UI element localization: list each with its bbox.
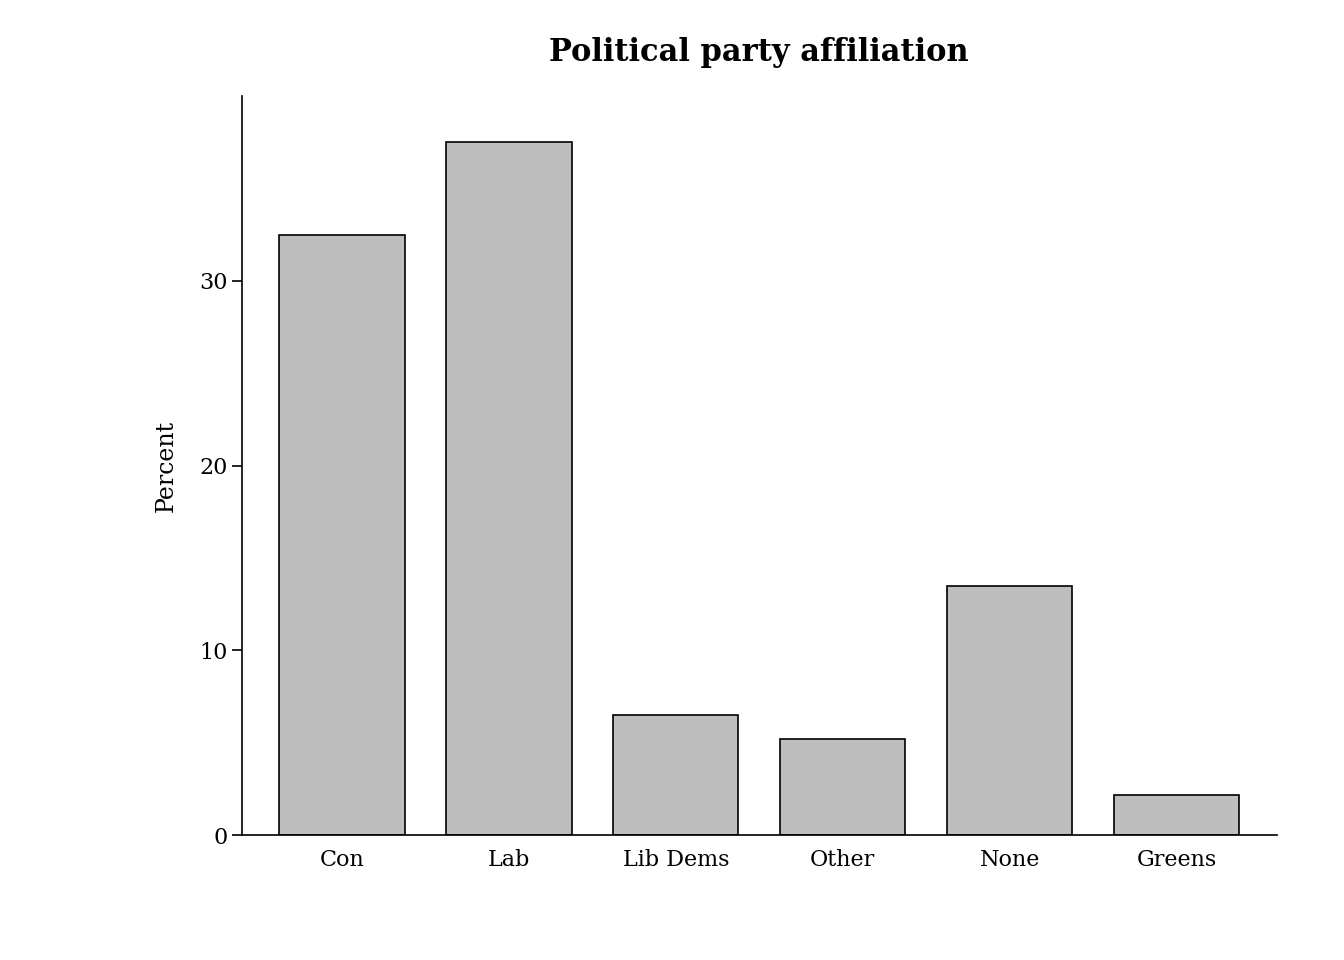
Bar	[1114, 795, 1239, 835]
Bar	[446, 142, 571, 835]
Title: Political party affiliation: Political party affiliation	[550, 37, 969, 68]
Y-axis label: Percent: Percent	[155, 420, 177, 512]
Bar	[280, 234, 405, 835]
Bar	[948, 586, 1073, 835]
Bar	[613, 715, 738, 835]
Bar	[781, 739, 906, 835]
